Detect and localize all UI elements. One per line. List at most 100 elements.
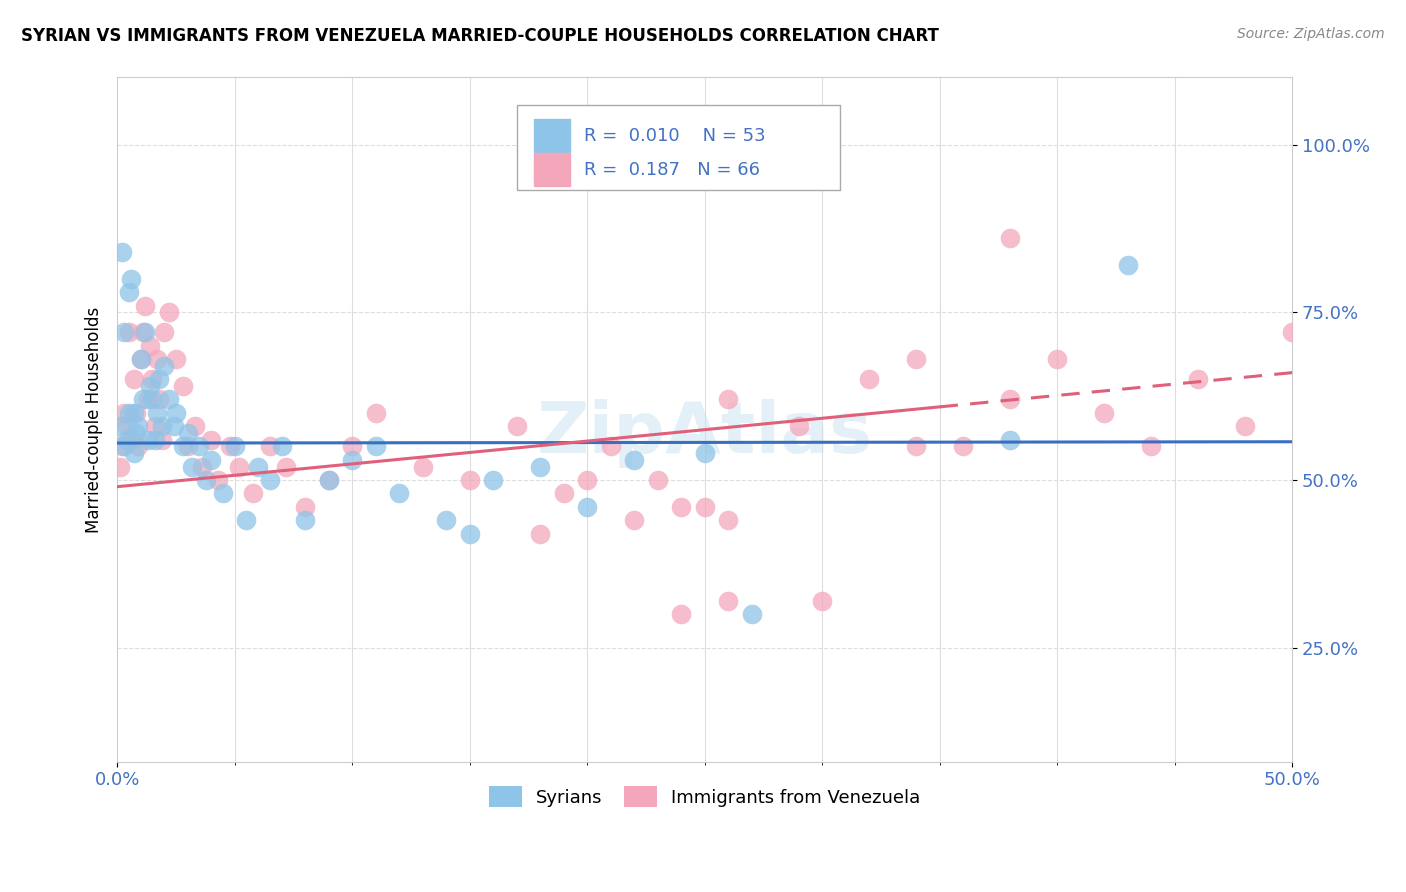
Point — [242, 486, 264, 500]
Point — [125, 425, 148, 440]
Point — [858, 372, 880, 386]
Point — [576, 473, 599, 487]
Point — [669, 607, 692, 622]
Point — [669, 500, 692, 514]
Point — [122, 446, 145, 460]
Point — [172, 439, 194, 453]
Point — [141, 392, 163, 407]
Point — [219, 439, 242, 453]
Point — [787, 419, 810, 434]
Point — [207, 473, 229, 487]
FancyBboxPatch shape — [516, 105, 839, 190]
Point — [1281, 326, 1303, 340]
Point — [364, 439, 387, 453]
Point — [150, 433, 173, 447]
Point — [294, 513, 316, 527]
Point — [235, 513, 257, 527]
Point — [1092, 406, 1115, 420]
Point — [434, 513, 457, 527]
Point — [998, 231, 1021, 245]
Point — [127, 419, 149, 434]
Point — [200, 433, 222, 447]
Point — [132, 326, 155, 340]
Point — [176, 439, 198, 453]
Point — [120, 271, 142, 285]
Point — [458, 473, 481, 487]
Point — [176, 425, 198, 440]
Point — [623, 513, 645, 527]
Text: SYRIAN VS IMMIGRANTS FROM VENEZUELA MARRIED-COUPLE HOUSEHOLDS CORRELATION CHART: SYRIAN VS IMMIGRANTS FROM VENEZUELA MARR… — [21, 27, 939, 45]
Text: R =  0.010    N = 53: R = 0.010 N = 53 — [583, 127, 765, 145]
Point — [127, 439, 149, 453]
Point — [998, 433, 1021, 447]
Point — [148, 392, 170, 407]
Point — [139, 379, 162, 393]
Point — [599, 439, 621, 453]
Point — [482, 473, 505, 487]
Point — [146, 352, 169, 367]
Point — [148, 372, 170, 386]
Point — [228, 459, 250, 474]
Point — [318, 473, 340, 487]
Point — [108, 459, 131, 474]
Point — [181, 459, 204, 474]
Point — [150, 419, 173, 434]
Legend: Syrians, Immigrants from Venezuela: Syrians, Immigrants from Venezuela — [482, 779, 928, 814]
Point — [388, 486, 411, 500]
Point — [505, 419, 527, 434]
Point — [1234, 419, 1257, 434]
Point — [122, 372, 145, 386]
Point — [905, 352, 928, 367]
Point — [136, 392, 159, 407]
Point — [458, 526, 481, 541]
Point — [247, 459, 270, 474]
Point — [1187, 372, 1209, 386]
Bar — [534, 153, 569, 186]
Point — [318, 473, 340, 487]
Y-axis label: Married-couple Households: Married-couple Households — [86, 307, 103, 533]
Point — [364, 406, 387, 420]
Point — [108, 419, 131, 434]
Point — [212, 486, 235, 500]
Point — [195, 473, 218, 487]
Point — [529, 459, 551, 474]
Point — [112, 406, 135, 420]
Point — [132, 392, 155, 407]
Point — [276, 459, 298, 474]
Point — [146, 406, 169, 420]
Point — [141, 372, 163, 386]
Point — [153, 326, 176, 340]
Point — [1116, 258, 1139, 272]
Point — [129, 352, 152, 367]
Point — [340, 439, 363, 453]
Point — [191, 459, 214, 474]
Point — [111, 439, 134, 453]
Point — [165, 406, 187, 420]
Point — [259, 439, 281, 453]
Point — [111, 244, 134, 259]
Point — [143, 419, 166, 434]
Point — [134, 299, 156, 313]
Point — [553, 486, 575, 500]
Text: R =  0.187   N = 66: R = 0.187 N = 66 — [583, 161, 759, 178]
Point — [1046, 352, 1069, 367]
Point — [118, 406, 141, 420]
Point — [188, 439, 211, 453]
Point — [115, 419, 138, 434]
Text: Source: ZipAtlas.com: Source: ZipAtlas.com — [1237, 27, 1385, 41]
Point — [134, 326, 156, 340]
Point — [165, 352, 187, 367]
Point — [905, 439, 928, 453]
Point — [157, 392, 180, 407]
Point — [112, 439, 135, 453]
Point — [162, 419, 184, 434]
Point — [115, 433, 138, 447]
Point — [129, 352, 152, 367]
Bar — [534, 120, 569, 152]
Point — [529, 526, 551, 541]
Point — [811, 593, 834, 607]
Point — [647, 473, 669, 487]
Point — [259, 473, 281, 487]
Point — [952, 439, 974, 453]
Text: ZipAtlas: ZipAtlas — [537, 399, 873, 467]
